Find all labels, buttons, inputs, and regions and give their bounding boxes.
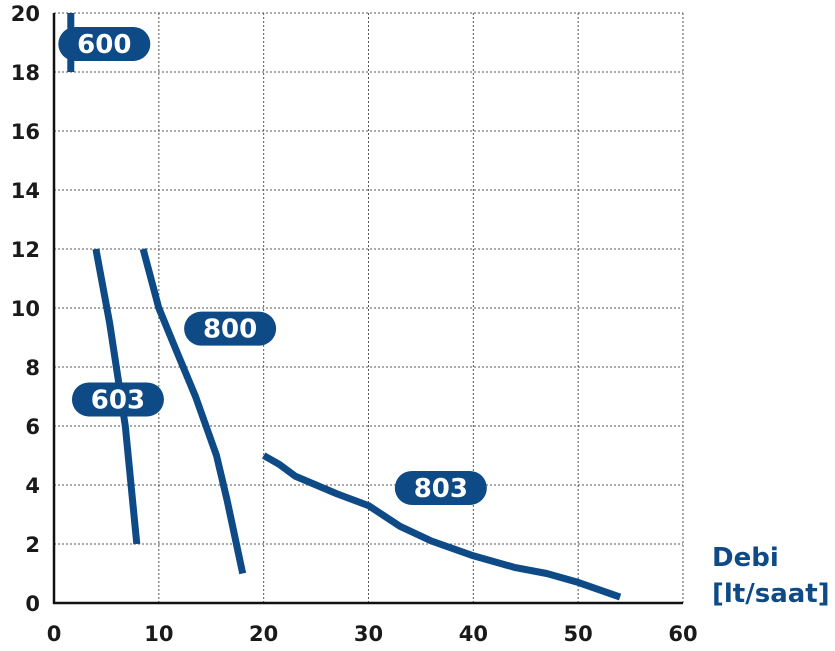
grid xyxy=(54,13,683,603)
x-tick-label-60: 60 xyxy=(668,622,697,646)
y-tick-label-0: 0 xyxy=(25,592,40,616)
series-badge-603: 603 xyxy=(72,382,164,416)
y-tick-label-8: 8 xyxy=(25,356,40,380)
y-tick-label-4: 4 xyxy=(25,474,40,498)
x-axis-title: Debi [lt/saat] xyxy=(712,540,830,612)
x-tick-label-30: 30 xyxy=(354,622,383,646)
x-tick-label-20: 20 xyxy=(249,622,278,646)
x-tick-label-40: 40 xyxy=(459,622,488,646)
series-badge-803: 803 xyxy=(395,471,487,505)
y-tick-label-12: 12 xyxy=(11,238,40,262)
series-badge-label-803: 803 xyxy=(414,474,468,504)
series-badge-800: 800 xyxy=(184,312,276,346)
x-tick-label-0: 0 xyxy=(47,622,62,646)
y-tick-label-18: 18 xyxy=(11,61,40,85)
y-tick-label-20: 20 xyxy=(11,2,40,26)
x-tick-label-50: 50 xyxy=(564,622,593,646)
series-badge-label-600: 600 xyxy=(77,30,131,60)
y-tick-label-2: 2 xyxy=(25,533,40,557)
series-badge-label-800: 800 xyxy=(203,315,257,345)
series-lines xyxy=(71,13,620,597)
x-axis-title-line2: [lt/saat] xyxy=(712,576,830,612)
y-tick-label-10: 10 xyxy=(11,297,40,321)
series-badge-600: 600 xyxy=(58,27,150,61)
series-badge-label-603: 603 xyxy=(91,385,145,415)
y-tick-label-16: 16 xyxy=(11,120,40,144)
y-tick-label-6: 6 xyxy=(25,415,40,439)
x-axis-title-line1: Debi xyxy=(712,540,830,576)
y-tick-label-14: 14 xyxy=(11,179,40,203)
x-tick-label-10: 10 xyxy=(144,622,173,646)
